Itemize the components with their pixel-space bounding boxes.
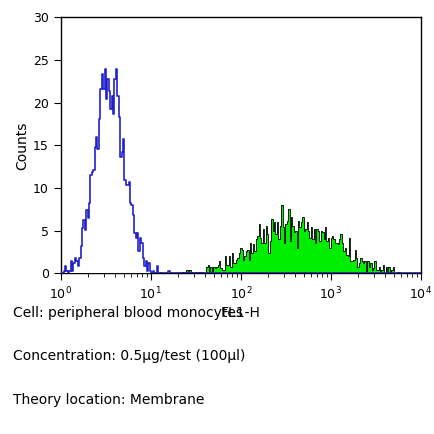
Text: Concentration: 0.5μg/test (100μl): Concentration: 0.5μg/test (100μl) (13, 349, 245, 363)
Text: Theory location: Membrane: Theory location: Membrane (13, 393, 204, 407)
Text: Cell: peripheral blood monocytes: Cell: peripheral blood monocytes (13, 306, 243, 320)
X-axis label: FL1-H: FL1-H (221, 306, 261, 320)
Y-axis label: Counts: Counts (15, 121, 29, 170)
